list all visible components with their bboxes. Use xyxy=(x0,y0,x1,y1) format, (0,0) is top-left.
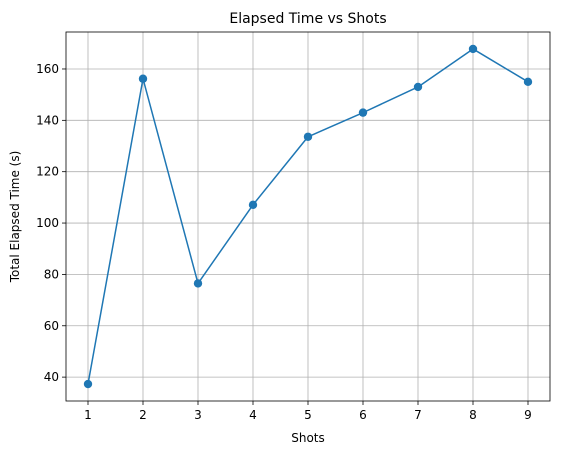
x-tick-label: 3 xyxy=(194,408,202,422)
x-tick-label: 5 xyxy=(304,408,312,422)
x-tick-label: 1 xyxy=(84,408,92,422)
y-tick-label: 160 xyxy=(36,62,59,76)
y-tick-label: 60 xyxy=(44,319,59,333)
x-tick-label: 2 xyxy=(139,408,147,422)
data-point xyxy=(468,44,478,54)
y-tick-label: 80 xyxy=(44,267,59,281)
x-tick-label: 6 xyxy=(359,408,367,422)
y-tick-label: 40 xyxy=(44,370,59,384)
x-tick-label: 4 xyxy=(249,408,257,422)
x-axis-label: Shots xyxy=(291,431,325,445)
x-tick-label: 7 xyxy=(414,408,422,422)
data-points xyxy=(83,44,533,389)
y-tick-label: 100 xyxy=(36,216,59,230)
x-axis: 1 2 3 4 5 6 7 8 9 xyxy=(84,401,532,422)
chart-title: Elapsed Time vs Shots xyxy=(229,11,386,27)
data-point xyxy=(83,379,93,389)
data-point xyxy=(138,74,148,83)
x-tick-label: 8 xyxy=(469,408,477,422)
data-point xyxy=(303,132,313,141)
y-tick-label: 140 xyxy=(36,113,59,127)
y-tick-label: 120 xyxy=(36,165,59,179)
data-point xyxy=(248,200,258,210)
y-axis-label: Total Elapsed Time (s) xyxy=(8,151,22,284)
grid-lines xyxy=(66,32,550,401)
y-axis: 40 60 80 100 120 140 160 xyxy=(36,62,66,384)
data-point xyxy=(358,108,368,117)
x-tick-label: 9 xyxy=(524,408,532,422)
data-point xyxy=(413,82,423,92)
data-point xyxy=(193,279,203,288)
data-point xyxy=(523,77,533,87)
